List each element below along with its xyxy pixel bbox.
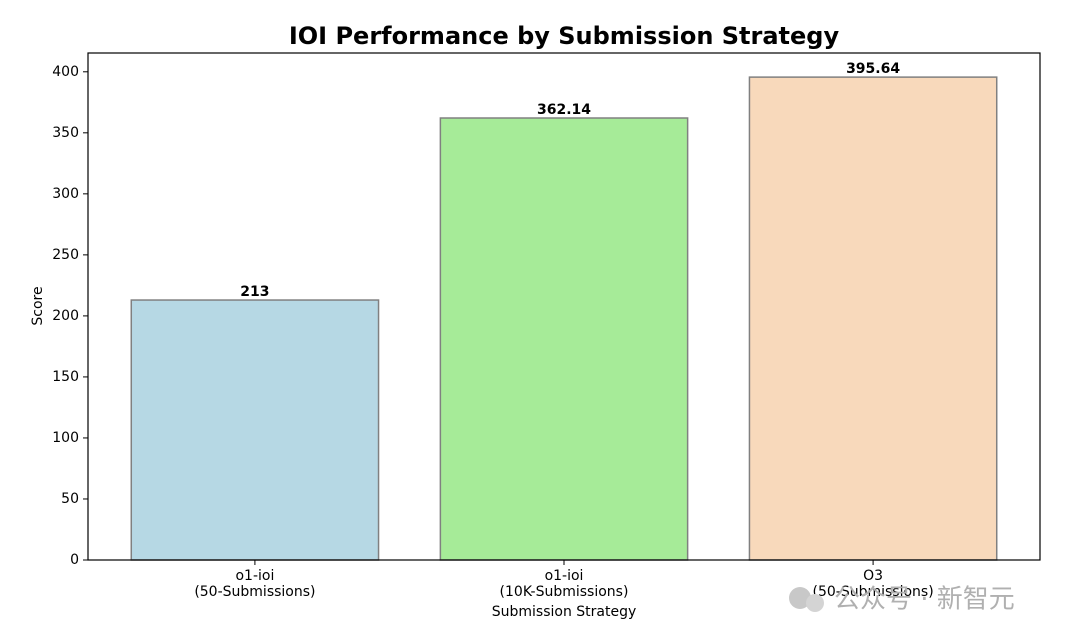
watermark-icon [789,587,811,609]
y-tick-label: 350 [52,125,79,141]
x-tick-label: (50-Submissions) [812,584,933,600]
y-tick-label: 0 [70,552,79,568]
y-tick-label: 200 [52,308,79,324]
y-tick-label: 250 [52,247,79,263]
x-axis-label: Submission Strategy [492,604,637,620]
y-tick-label: 150 [52,369,79,385]
x-tick-label: (10K-Submissions) [500,584,629,600]
bar [439,117,689,561]
value-label: 213 [240,284,269,300]
y-tick-label: 400 [52,64,79,80]
chart-title: IOI Performance by Submission Strategy [289,22,840,50]
watermark-group: 公众号 · 新智元 [789,585,1015,615]
y-tick-label: 100 [52,430,79,446]
bar [748,76,998,561]
plot-frame [87,52,1041,561]
watermark-icon [806,594,824,612]
x-tick-label: (50-Submissions) [194,584,315,600]
x-tick-label: O3 [863,568,883,584]
x-tick-label: o1-ioi [235,568,274,584]
y-tick-label: 50 [61,491,79,507]
value-label: 395.64 [846,61,900,77]
y-tick-label: 300 [52,186,79,202]
y-axis-label: Score [30,286,46,325]
bar [130,299,380,561]
x-tick-label: o1-ioi [545,568,584,584]
value-label: 362.14 [537,102,591,118]
watermark: 公众号 · 新智元 [834,585,1015,615]
